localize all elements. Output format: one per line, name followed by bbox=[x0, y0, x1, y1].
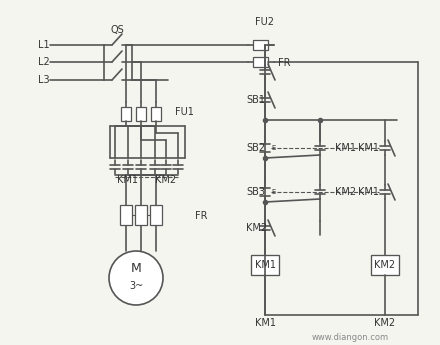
Circle shape bbox=[109, 251, 163, 305]
Text: L2: L2 bbox=[38, 57, 50, 67]
Text: SB2: SB2 bbox=[246, 143, 265, 153]
Text: KM2: KM2 bbox=[335, 187, 356, 197]
Text: KM1: KM1 bbox=[358, 143, 379, 153]
Text: SB1: SB1 bbox=[246, 95, 265, 105]
Text: KM1: KM1 bbox=[254, 260, 275, 270]
Bar bbox=[150, 205, 162, 225]
Bar bbox=[136, 107, 146, 121]
Bar bbox=[135, 205, 147, 225]
Text: KM1: KM1 bbox=[117, 175, 139, 185]
Bar bbox=[253, 57, 268, 67]
Text: KM1: KM1 bbox=[358, 187, 379, 197]
Text: SB3: SB3 bbox=[246, 187, 265, 197]
Text: KM2: KM2 bbox=[374, 318, 396, 328]
Bar bbox=[251, 255, 279, 275]
Bar bbox=[371, 255, 399, 275]
Text: KM2: KM2 bbox=[374, 260, 396, 270]
Text: E: E bbox=[271, 189, 275, 195]
Text: KM1: KM1 bbox=[254, 318, 275, 328]
Text: L3: L3 bbox=[38, 75, 50, 85]
Text: QS: QS bbox=[110, 25, 124, 35]
Text: KM1: KM1 bbox=[335, 143, 356, 153]
Bar bbox=[121, 107, 131, 121]
Text: KM2: KM2 bbox=[155, 175, 176, 185]
Text: FR: FR bbox=[195, 211, 208, 221]
Text: FU1: FU1 bbox=[175, 107, 194, 117]
Text: FR: FR bbox=[278, 58, 290, 68]
Text: E: E bbox=[271, 145, 275, 151]
Text: KM2: KM2 bbox=[246, 223, 267, 233]
Text: L1: L1 bbox=[38, 40, 50, 50]
Bar bbox=[253, 40, 268, 50]
Text: FU2: FU2 bbox=[256, 17, 275, 27]
Bar bbox=[120, 205, 132, 225]
Bar bbox=[151, 107, 161, 121]
Text: www.diangon.com: www.diangon.com bbox=[312, 333, 389, 342]
Text: M: M bbox=[131, 263, 141, 276]
Text: 3~: 3~ bbox=[129, 281, 143, 291]
